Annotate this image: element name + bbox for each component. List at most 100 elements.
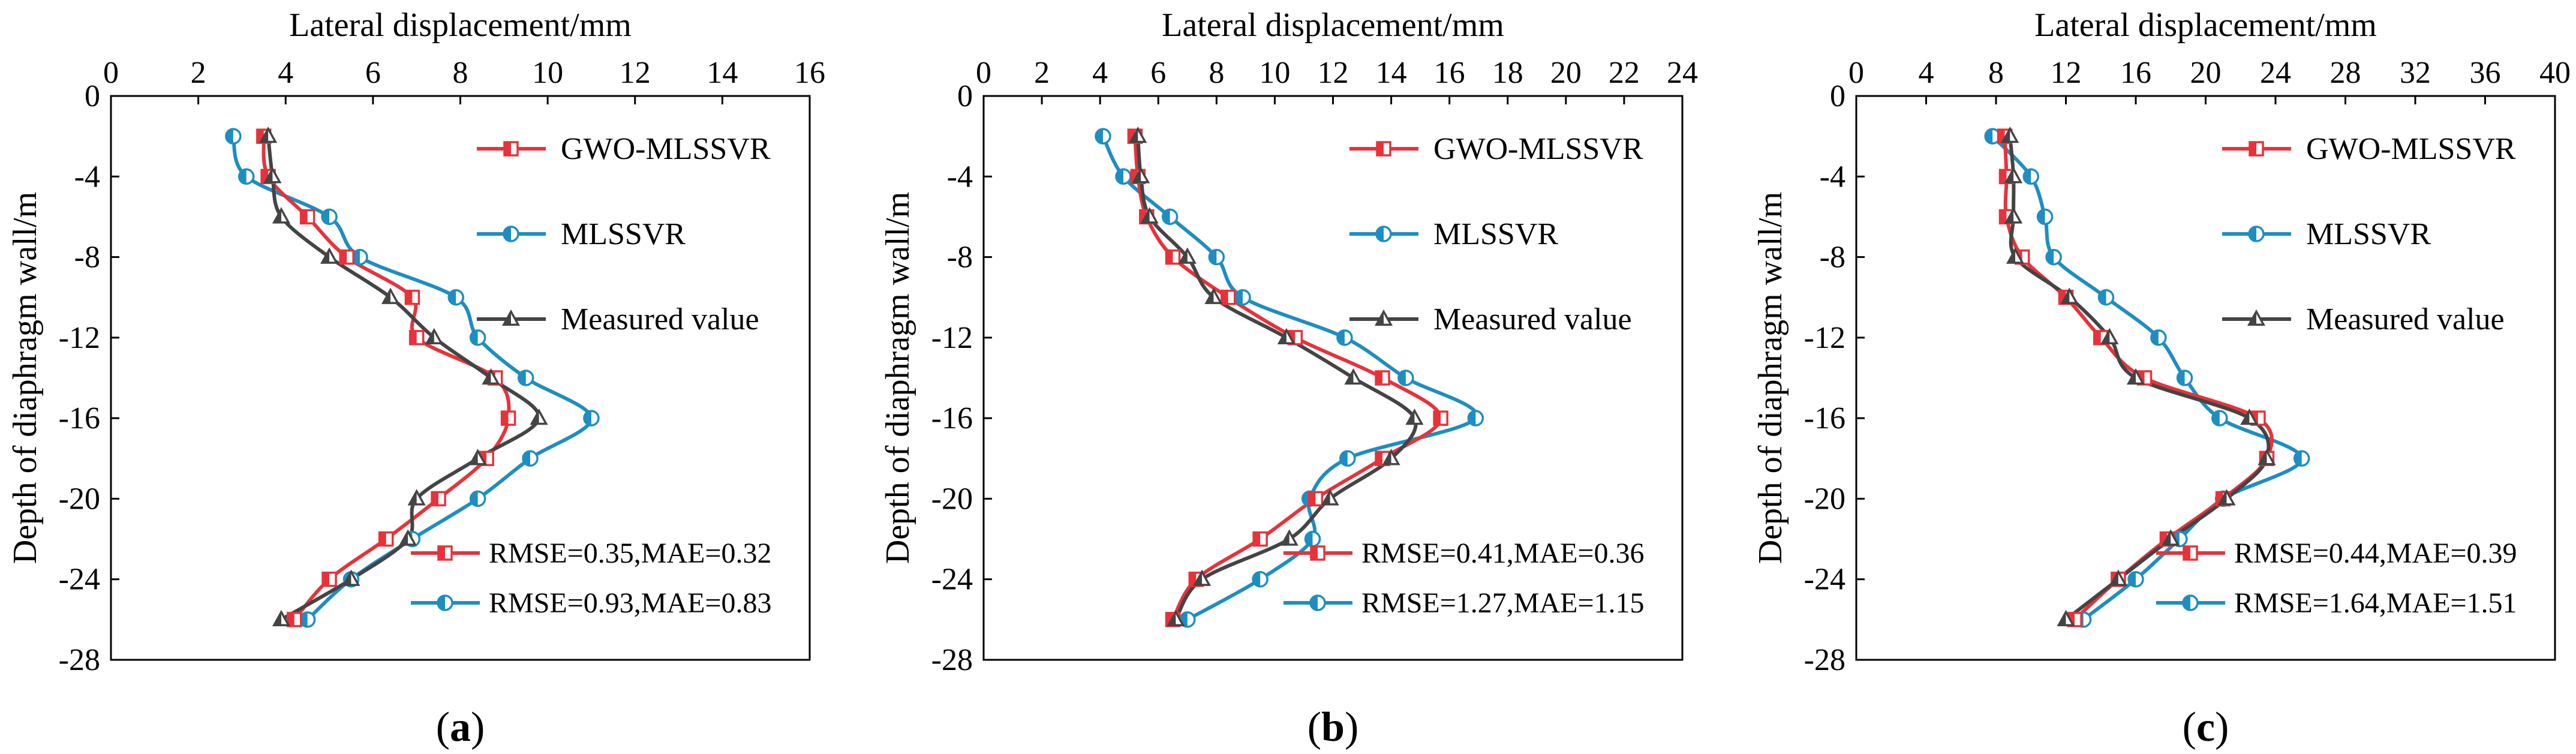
data-point-mls-fill	[1209, 250, 1217, 265]
data-point-gwo-fill	[300, 210, 308, 224]
data-point-mls-fill	[1468, 411, 1476, 426]
x-tick-label: 0	[976, 56, 991, 90]
data-point-measured-fill	[1180, 250, 1188, 263]
x-tick-label: 8	[453, 56, 468, 90]
legend-label: GWO-MLSSVR	[1433, 132, 1643, 166]
metric-text: RMSE=0.35,MAE=0.32	[489, 537, 772, 569]
data-point-mls-fill	[523, 451, 530, 466]
data-point-mls-fill	[1236, 290, 1243, 305]
data-point-measured-fill	[273, 612, 281, 626]
legend-label: MLSSVR	[2306, 217, 2431, 251]
data-point-measured-fill	[1168, 612, 1176, 626]
panel-label-close: )	[1345, 704, 1358, 750]
data-point-measured-fill	[483, 370, 491, 384]
x-tick-label: 12	[620, 56, 651, 90]
y-tick-label: -12	[1804, 321, 1845, 355]
data-point-gwo-fill	[257, 130, 264, 143]
legend-marker-fill	[2250, 142, 2256, 155]
data-point-gwo-fill	[1288, 331, 1295, 344]
y-tick-label: -12	[59, 321, 100, 355]
data-point-gwo-fill	[1998, 130, 2005, 143]
data-point-mls-fill	[470, 330, 478, 345]
data-point-mls-fill	[1162, 209, 1170, 224]
data-point-measured-fill	[2163, 531, 2171, 545]
data-point-mls-fill	[1985, 129, 1993, 144]
x-tick-label: 0	[103, 56, 119, 90]
legend-label: GWO-MLSSVR	[561, 132, 771, 166]
y-tick-label: -12	[931, 321, 973, 355]
data-point-mls-fill	[1116, 169, 1123, 184]
metric-text: RMSE=0.44,MAE=0.39	[2234, 537, 2517, 569]
series-line-gwo	[261, 136, 511, 621]
data-point-gwo-fill	[340, 250, 347, 264]
y-tick-label: 0	[85, 79, 100, 113]
data-point-mls-fill	[322, 209, 330, 224]
data-point-measured-fill	[1384, 450, 1391, 464]
data-point-measured-fill	[265, 169, 273, 182]
x-tick-label: 40	[2539, 56, 2571, 90]
metric-text: RMSE=1.64,MAE=1.51	[2234, 587, 2517, 619]
y-tick-label: -8	[1820, 241, 1845, 275]
x-tick-label: 14	[1376, 56, 1407, 90]
data-point-measured-fill	[2128, 370, 2136, 384]
x-tick-label: 4	[1919, 56, 1934, 90]
chart-panel-c: 0 4 8 12 16 20 24 28 32 36 40 0 -4 -8 -12 -16 -20 -24 -28 L…	[1752, 7, 2571, 750]
data-point-measured-fill	[1407, 410, 1415, 424]
data-point-measured-fill	[1206, 290, 1214, 304]
panel-label-letter: b	[1321, 704, 1345, 750]
data-point-gwo-fill	[480, 452, 487, 465]
data-point-mls-fill	[2177, 371, 2185, 385]
data-point-gwo-fill	[2216, 492, 2223, 506]
y-tick-label: -20	[931, 482, 973, 516]
y-tick-label: -24	[1804, 563, 1845, 597]
x-tick-label: 6	[365, 56, 381, 90]
legend-marker-fill	[504, 227, 511, 241]
y-tick-label: -16	[59, 401, 100, 435]
legend-label: MLSSVR	[1433, 217, 1558, 251]
legend-marker-fill	[1377, 142, 1384, 155]
data-point-measured-fill	[1134, 169, 1141, 182]
plot-frame	[982, 95, 1684, 661]
data-point-gwo-fill	[1128, 130, 1135, 143]
x-tick-label: 2	[1034, 56, 1050, 90]
data-point-gwo-fill	[1131, 170, 1138, 184]
panel-label-close: )	[471, 704, 485, 750]
data-point-gwo-fill	[1189, 572, 1197, 586]
data-point-mls-fill	[300, 612, 308, 627]
x-tick-label: 4	[278, 56, 293, 90]
x-tick-label: 32	[2400, 56, 2431, 90]
panel-label-open: (	[436, 704, 450, 750]
data-point-gwo-fill	[410, 331, 417, 344]
data-point-gwo-fill	[1376, 371, 1383, 384]
data-point-gwo-fill	[2094, 331, 2101, 344]
y-tick-label: -20	[59, 482, 100, 516]
y-tick-label: -4	[74, 160, 100, 194]
data-point-gwo-fill	[1140, 210, 1147, 224]
y-tick-label: 0	[1830, 79, 1845, 113]
data-point-mls-fill	[2024, 169, 2031, 184]
x-tick-label: 8	[1988, 56, 2004, 90]
y-axis-title: Depth of diaphragm wall/m	[1752, 192, 1789, 564]
x-tick-label: 10	[532, 56, 563, 90]
x-tick-label: 14	[707, 56, 738, 90]
data-point-gwo-fill	[287, 612, 294, 626]
y-tick-label: -4	[947, 160, 973, 194]
x-tick-label: 6	[1150, 56, 1166, 90]
data-point-gwo-fill	[2251, 411, 2258, 425]
x-tick-label: 16	[794, 56, 825, 90]
y-tick-label: 0	[957, 79, 973, 113]
data-point-mls-fill	[2212, 411, 2220, 426]
data-point-measured-fill	[1282, 531, 1289, 545]
y-axis-title: Depth of diaphragm wall/m	[879, 192, 916, 564]
data-point-gwo-fill	[1309, 492, 1316, 506]
data-point-measured-fill	[2111, 572, 2118, 585]
data-point-mls-fill	[2294, 451, 2302, 466]
metric-marker-fill	[438, 546, 445, 560]
x-tick-label: 24	[2260, 56, 2291, 90]
data-point-measured-fill	[321, 250, 330, 263]
metric-text: RMSE=0.41,MAE=0.36	[1361, 537, 1645, 569]
y-tick-label: -20	[1804, 482, 1845, 516]
data-point-measured-fill	[344, 572, 351, 585]
data-point-measured-fill	[383, 290, 390, 304]
y-tick-label: -16	[931, 401, 973, 435]
